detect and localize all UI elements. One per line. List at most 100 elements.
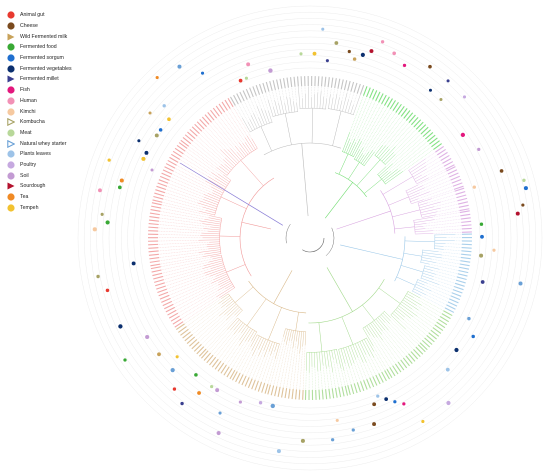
branch-line [422, 252, 442, 256]
source-marker [258, 401, 263, 405]
source-marker [137, 139, 141, 143]
branch-line [217, 173, 230, 183]
tip-label-bar [218, 103, 226, 113]
tip-label-bar [148, 219, 159, 222]
leaf-connector [220, 332, 242, 362]
source-marker [335, 418, 339, 422]
branch-line [233, 321, 242, 331]
branch-line [316, 92, 319, 109]
tip-label-bar [459, 208, 470, 212]
legend-label: Human [20, 97, 37, 104]
leaf-connector [346, 90, 348, 94]
branch-line [221, 293, 229, 299]
branch-line [408, 158, 426, 171]
leaf-connector [445, 243, 462, 245]
tip-label-bar [350, 81, 355, 92]
leaf-connector [179, 288, 226, 317]
branch-line [353, 94, 361, 115]
ring-guide [127, 55, 493, 421]
tip-label-bar [415, 121, 424, 130]
branch-line [348, 162, 360, 180]
leaf-connector [185, 151, 219, 174]
leaf-connector [392, 136, 424, 164]
branch-line [414, 228, 426, 230]
branch-line [347, 346, 355, 364]
source-marker [92, 227, 97, 232]
source-marker [238, 78, 243, 83]
branch-line [208, 217, 222, 221]
branch-line [239, 326, 249, 341]
tip-label-bar [300, 76, 303, 87]
tip-label-bar [359, 84, 365, 95]
branch-line [362, 150, 374, 165]
tip-label-bar [162, 300, 173, 307]
branch-line [198, 249, 221, 253]
leaf-connector [188, 146, 217, 168]
tip-label-bar [461, 220, 472, 223]
leaf-connector [302, 344, 306, 390]
leaf-connector [381, 334, 401, 361]
branch-line [224, 157, 235, 167]
leaf-connector [424, 176, 450, 188]
leaf-connector [231, 341, 249, 369]
skyblue-circle-icon [6, 149, 16, 159]
tip-label-bar [180, 139, 190, 147]
branch-line [336, 349, 342, 369]
tip-label-bar [281, 387, 284, 398]
tip-label-bar [229, 96, 236, 106]
tip-label-bar [455, 191, 466, 195]
legend-label: Kimchi [20, 108, 36, 115]
branch-line [220, 280, 231, 287]
tip-label-bar [170, 315, 180, 322]
legend-item: Kombucha [6, 117, 104, 128]
branch-line [380, 171, 388, 178]
branch-line [220, 149, 237, 166]
branch-arc [306, 349, 337, 353]
leaf-connector [421, 163, 443, 176]
tip-label-bar [157, 288, 168, 293]
tip-label-bar [164, 303, 174, 310]
tip-label-bar [458, 269, 469, 274]
tip-label-bar [321, 389, 324, 400]
tip-label-bar [261, 382, 266, 393]
leaf-connector [385, 120, 407, 146]
branch-line [218, 295, 230, 304]
branch-line [423, 270, 436, 275]
source-marker [380, 40, 385, 44]
ring-guide [84, 12, 536, 464]
tip-label-bar [456, 276, 467, 281]
branch-line [278, 103, 282, 115]
leaf-connector [443, 249, 462, 251]
leaf-connector [369, 356, 379, 374]
branch-line [245, 142, 252, 153]
tip-label-bar [452, 289, 463, 294]
branch-line [376, 145, 386, 157]
tip-label-bar [424, 337, 433, 345]
branch-line [319, 352, 321, 371]
tip-label-bar [459, 263, 470, 267]
leaf-connector [219, 115, 240, 143]
branch-line [413, 288, 427, 295]
tip-label-bar [201, 116, 210, 125]
branch-line [223, 174, 231, 181]
branch-line [406, 293, 414, 298]
leaf-connector [166, 186, 204, 200]
source-marker [321, 27, 325, 31]
branch-line [415, 233, 433, 235]
leaf-connector [328, 366, 333, 389]
source-marker [351, 428, 355, 432]
tip-label-bar [159, 175, 170, 181]
branch-arc [239, 177, 275, 277]
leaf-connector [435, 210, 460, 215]
branch-line [230, 319, 240, 331]
branch-line [392, 313, 400, 320]
tip-label-bar [251, 379, 256, 390]
tip-label-bar [244, 377, 250, 387]
leaf-connector [405, 328, 421, 343]
tip-label-bar [242, 90, 248, 100]
leaf-connector [373, 345, 388, 370]
branch-line [247, 330, 255, 342]
leaf-connector [208, 329, 228, 351]
branch-line [363, 178, 382, 194]
tip-label-bar [158, 179, 169, 184]
